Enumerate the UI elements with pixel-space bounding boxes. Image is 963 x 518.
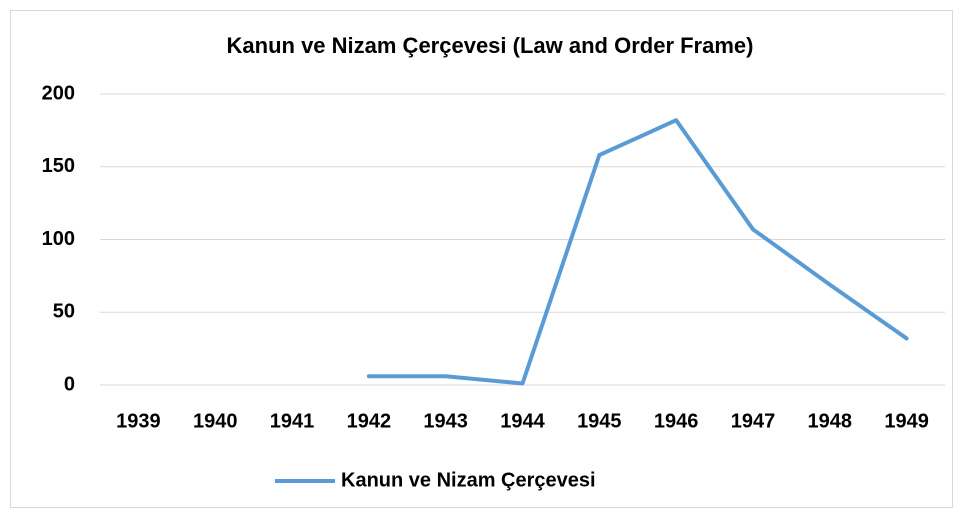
x-tick-label: 1943	[423, 410, 468, 432]
y-tick-label: 150	[42, 155, 75, 177]
x-tick-label: 1945	[577, 410, 622, 432]
x-tick-label: 1948	[808, 410, 853, 432]
y-tick-label: 0	[64, 373, 75, 395]
x-tick-label: 1949	[884, 410, 929, 432]
legend-label: Kanun ve Nizam Çerçevesi	[341, 469, 596, 491]
x-tick-label: 1947	[731, 410, 776, 432]
x-tick-label: 1946	[654, 410, 699, 432]
chart-frame	[10, 10, 953, 508]
y-tick-label: 100	[42, 228, 75, 250]
x-tick-label: 1942	[347, 410, 392, 432]
y-tick-label: 50	[53, 301, 75, 323]
chart-title: Kanun ve Nizam Çerçevesi (Law and Order …	[227, 33, 754, 58]
x-tick-label: 1940	[193, 410, 238, 432]
x-tick-label: 1941	[270, 410, 315, 432]
y-tick-label: 200	[42, 82, 75, 104]
data-line	[366, 118, 909, 386]
x-tick-label: 1939	[116, 410, 161, 432]
x-tick-label: 1944	[500, 410, 545, 432]
